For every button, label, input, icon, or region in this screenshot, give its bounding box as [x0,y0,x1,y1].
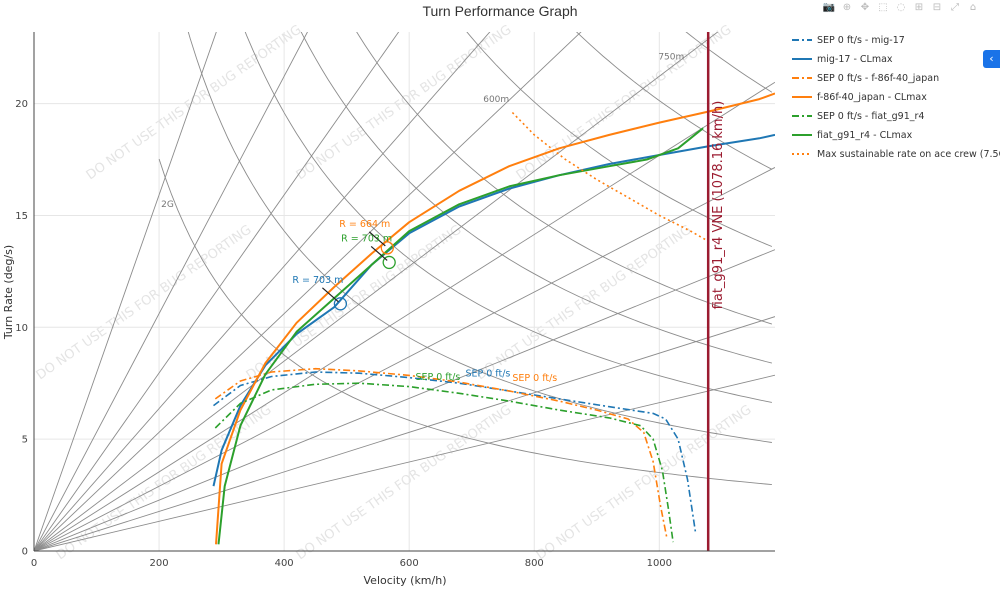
g-load-line [300,32,773,364]
radius-line [34,316,775,551]
x-tick-label: 800 [525,558,544,569]
y-tick-label: 10 [15,323,28,334]
radius-line [34,32,491,551]
g-line-label: 12G [664,22,682,32]
watermark-text: DO NOT USE THIS FOR BUG REPORTING [84,22,305,183]
x-tick-label: 200 [150,558,169,569]
legend-item[interactable]: mig-17 - CLmax [792,54,893,65]
annotation-label: SEP 0 ft/s [415,372,460,383]
g-line-label: 3G [172,22,185,32]
autoscale-icon[interactable]: ⤢ [951,2,959,13]
g-line-label: 10G [554,22,572,32]
y-tick-label: 5 [22,435,28,446]
legend-item[interactable]: SEP 0 ft/s - mig-17 [792,35,905,46]
series-layer [212,92,775,545]
legend-label: fiat_g91_r4 - CLmax [817,130,913,141]
zoom-icon[interactable]: ⊕ [842,2,852,13]
vne-label: fiat_g91_r4 VNE (1078.16 km/h) [711,101,726,310]
annotation-label: R = 664 m [339,219,390,230]
radius-marker [382,255,396,270]
y-tick-label: 15 [15,211,28,222]
x-tick-label: 600 [400,558,419,569]
x-tick-label: 400 [275,558,294,569]
collapse-panel-button[interactable]: ‹ [983,50,1000,68]
radius-line [34,249,775,551]
legend-item[interactable]: fiat_g91_r4 - CLmax [792,130,913,141]
g-load-line [576,32,773,170]
radius-line [34,32,400,551]
g-line-label: 4G [229,22,242,32]
camera-icon[interactable]: 📷 [822,2,836,13]
legend-label: SEP 0 ft/s - f-86f-40_japan [817,73,939,84]
legend-label: mig-17 - CLmax [817,54,893,65]
legend-label: SEP 0 ft/s - mig-17 [817,35,905,46]
watermark-text: DO NOT USE THIS FOR BUG REPORTING [294,22,515,183]
series-line [215,92,775,545]
axes-layer: 0 200 400 600 800 1000 0 5 10 15 20 [15,32,775,569]
home-icon[interactable]: ⌂ [969,2,977,13]
annotation-arrow [322,287,339,303]
plot-modebar: 📷 ⊕ ✥ ⬚ ◌ ⊞ ⊟ ⤢ ⌂ [822,2,980,14]
annotation-label: SEP 0 ft/s [465,369,510,380]
watermark-text: DO NOT USE THIS FOR BUG REPORTING [294,402,515,563]
annotations-layer: fiat_g91_r4 VNE (1078.16 km/h) R = 703 m R… [292,32,726,551]
radius-marker [380,241,394,255]
g-line-label: 2G [161,200,174,210]
x-axis-label: Velocity (km/h) [364,574,447,587]
radius-line [34,374,775,551]
series-line [217,127,704,545]
legend-label: f-86f-40_japan - CLmax [817,92,927,103]
y-axis-label: Turn Rate (deg/s) [2,245,15,340]
legend-item[interactable]: Max sustainable rate on ace crew (7.5G) [792,149,1000,160]
annotation-label: R = 703 m [341,233,392,244]
radius-line [34,32,308,551]
radius-line [34,32,217,551]
legend-label: SEP 0 ft/s - fiat_g91_r4 [817,111,924,122]
g-load-line [356,32,773,325]
watermark-text: DO NOT USE THIS FOR BUG REPORTING [54,402,275,563]
y-tick-label: 20 [15,99,28,110]
legend-item[interactable]: SEP 0 ft/s - f-86f-40_japan [792,73,939,84]
select-box-icon[interactable]: ⬚ [878,2,888,13]
annotation-arrow [368,231,386,247]
x-tick-label: 0 [31,558,37,569]
watermark-text: DO NOT USE THIS FOR BUG REPORTING [534,402,755,563]
annotation-label: R = 703 m [292,275,343,286]
watermark-text: DO NOT USE THIS FOR BUG REPORTING [34,222,255,383]
legend-label: Max sustainable rate on ace crew (7.5G) [817,149,1000,160]
annotation-label: SEP 0 ft/s [512,373,557,384]
radius-line [34,32,582,551]
annotation-arrow [370,245,388,261]
radius-line-label: 750m [658,52,684,62]
radius-line [34,167,775,551]
pan-icon[interactable]: ✥ [860,2,870,13]
radius-line [34,81,775,551]
radius-line-label: 600m [483,95,509,105]
y-tick-label: 0 [22,547,28,558]
g-line-label: 8G [450,22,463,32]
g-load-line [244,32,772,403]
g-load-line [466,32,773,247]
series-line [511,111,707,241]
x-tick-label: 1000 [647,558,672,569]
legend[interactable]: SEP 0 ft/s - mig-17 mig-17 - CLmax SEP 0 f… [792,35,1000,160]
legend-item[interactable]: f-86f-40_japan - CLmax [792,92,927,103]
zoom-in-icon[interactable]: ⊞ [914,2,924,13]
zoom-out-icon[interactable]: ⊟ [932,2,942,13]
series-line [214,382,674,543]
chart-title: Turn Performance Graph [422,3,577,19]
lasso-icon[interactable]: ◌ [896,2,906,13]
radius-line [34,32,719,551]
legend-item[interactable]: SEP 0 ft/s - fiat_g91_r4 [792,111,924,122]
g-line-label: 6G [340,22,353,32]
series-line [214,367,668,538]
radius-marker [333,297,348,311]
